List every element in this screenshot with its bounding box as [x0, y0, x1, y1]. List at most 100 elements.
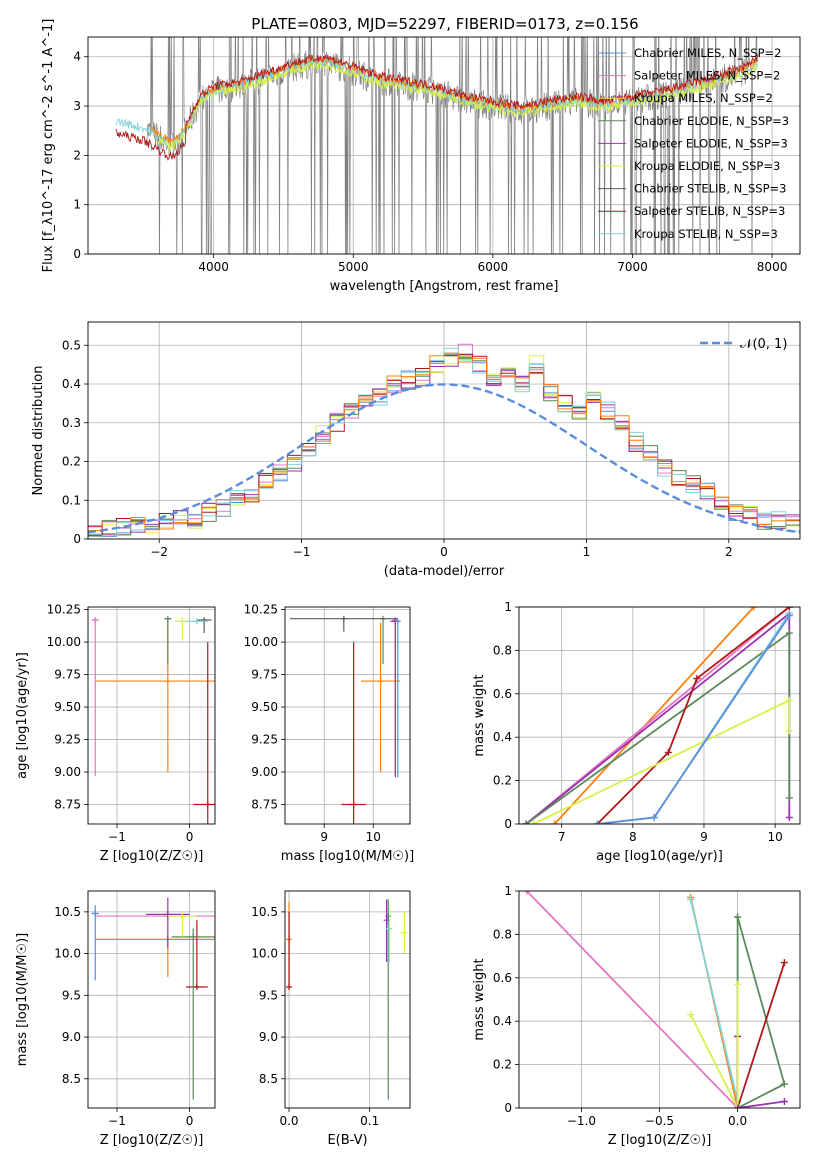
mass-weight-marker: [523, 891, 531, 895]
axes-frame: [87, 606, 216, 825]
x-tick-label: 6000: [478, 260, 509, 274]
mass-weight-marker: [734, 913, 742, 921]
mass-weight-marker: [780, 959, 788, 967]
mass-weight-line: [597, 613, 791, 824]
mass-weight-marker: [785, 727, 793, 735]
y-tick-label: 0.3: [62, 416, 81, 430]
mass-weight-marker: [551, 820, 559, 824]
y-tick-label: 9.5: [259, 988, 278, 1002]
x-tick-label: 1: [583, 545, 591, 559]
x-tick-label: 0: [186, 830, 194, 844]
y-tick-label: 10.00: [244, 635, 278, 649]
plot-area: [91, 897, 215, 1100]
x-tick-label: 5000: [338, 260, 369, 274]
residual-histogram-panel: −2 −1 0 1 2 0 0.1 0.2 0.3 0.4 0.5 (data-model)/erro…: [31, 321, 801, 579]
y-tick-label: 0: [504, 1101, 512, 1115]
y-tick-label: 9.00: [54, 765, 81, 779]
y-tick-label: 9.25: [54, 733, 81, 747]
x-axis-label: mass [log10(M/M☉)]: [281, 849, 414, 864]
mass-vs-ebv-panel: 0.0 0.1 8.5 9.0 9.5 10.0 10.5 E(B-V): [251, 890, 411, 1148]
mass-weight-marker: [785, 607, 793, 611]
x-axis-label: Z [log10(Z/Z☉)]: [608, 1133, 712, 1148]
y-tick-label: 0.5: [62, 338, 81, 352]
y-tick-label: 8.75: [251, 798, 278, 812]
legend-label: Chabrier STELIB, N_SSP=3: [634, 182, 786, 196]
mass-weight-line: [597, 615, 791, 824]
mass-vs-metallicity-panel: −1 0 8.5 9.0 9.5 10.0 10.5 Z [log10(Z/Z☉)] mass …: [15, 890, 216, 1148]
data-point-marker: [286, 983, 293, 990]
axes-frame: [284, 890, 411, 1109]
x-axis-label: Z [log10(Z/Z☉)]: [100, 849, 204, 864]
axes-frame: [87, 321, 801, 540]
mass-weight-marker: [780, 1080, 788, 1088]
mass-weight-marker: [529, 820, 537, 824]
x-tick-label: 7: [558, 830, 566, 844]
mass-weight-line: [596, 607, 790, 824]
mass-weight-line: [689, 984, 739, 1108]
data-point-marker: [394, 618, 401, 625]
x-tick-label: −1.0: [567, 1114, 596, 1128]
y-tick-label: 10.5: [54, 905, 81, 919]
y-tick-label: 10.25: [47, 603, 81, 617]
y-tick-label: 10.00: [47, 635, 81, 649]
y-tick-label: 9.75: [251, 668, 278, 682]
legend-label: Chabrier MILES, N_SSP=2: [634, 46, 781, 60]
y-tick-label: 9.75: [54, 668, 81, 682]
legend-label: Salpeter MILES, N_SSP=2: [634, 69, 780, 83]
y-tick-label: 0.4: [493, 730, 512, 744]
y-tick-label: 2: [73, 148, 81, 162]
axes-frame: [518, 890, 801, 1109]
data-point-marker: [164, 615, 171, 622]
x-tick-label: −0.5: [645, 1114, 674, 1128]
mass-weight-marker: [780, 1097, 788, 1105]
x-axis-label: E(B-V): [327, 1133, 367, 1148]
y-tick-label: 9.50: [54, 700, 81, 714]
plot-area: [91, 615, 215, 824]
plot-area: [286, 899, 408, 1100]
y-tick-label: 0.8: [493, 643, 512, 657]
mass-weight-marker: [693, 675, 701, 683]
axes-frame: [87, 890, 216, 1109]
residual-histogram-step: [88, 352, 800, 531]
figure-title: PLATE=0803, MJD=52297, FIBERID=0173, z=0…: [251, 15, 638, 33]
y-tick-label: 9.25: [251, 733, 278, 747]
y-axis-label: mass weight: [472, 674, 487, 756]
data-point-marker: [179, 913, 186, 920]
model-spectrum-line: [115, 54, 759, 161]
legend-label: Kroupa ELODIE, N_SSP=3: [634, 159, 780, 173]
y-tick-label: 0.1: [62, 493, 81, 507]
mass-weight-marker: [785, 696, 793, 704]
data-point-marker: [193, 618, 200, 625]
legend-label: Salpeter ELODIE, N_SSP=3: [634, 136, 788, 150]
y-axis-label: mass [log10(M/M☉)]: [15, 933, 30, 1066]
x-tick-label: −1: [108, 830, 126, 844]
y-tick-label: 8.5: [259, 1072, 278, 1086]
axes-frame: [518, 606, 801, 825]
y-tick-label: 3: [73, 99, 81, 113]
x-tick-label: 8: [629, 830, 637, 844]
y-tick-label: 10.0: [54, 947, 81, 961]
y-tick-label: 0.6: [493, 687, 512, 701]
x-tick-label: −2: [150, 545, 168, 559]
mass-weight-marker: [650, 813, 658, 821]
legend-label: Kroupa STELIB, N_SSP=3: [634, 227, 778, 241]
data-point-marker: [377, 678, 384, 685]
x-tick-label: 0.0: [728, 1114, 747, 1128]
x-tick-label: 7000: [617, 260, 648, 274]
y-tick-label: 10.25: [244, 603, 278, 617]
y-tick-label: 9.0: [259, 1030, 278, 1044]
y-axis-label: Normed distribution: [31, 366, 46, 496]
y-tick-label: 0.2: [493, 774, 512, 788]
x-tick-label: 0.0: [279, 1114, 298, 1128]
x-tick-label: 9: [320, 830, 328, 844]
mass-weight-marker: [522, 820, 530, 824]
x-axis-label: (data-model)/error: [384, 564, 505, 579]
y-tick-label: 9.5: [62, 988, 81, 1002]
data-point-marker: [92, 616, 99, 623]
legend-label: Salpeter STELIB, N_SSP=3: [634, 204, 785, 218]
x-axis-label: Z [log10(Z/Z☉)]: [100, 1133, 204, 1148]
x-tick-label: 2: [725, 545, 733, 559]
mass-weight-marker: [750, 607, 758, 611]
y-tick-label: 9.00: [251, 765, 278, 779]
